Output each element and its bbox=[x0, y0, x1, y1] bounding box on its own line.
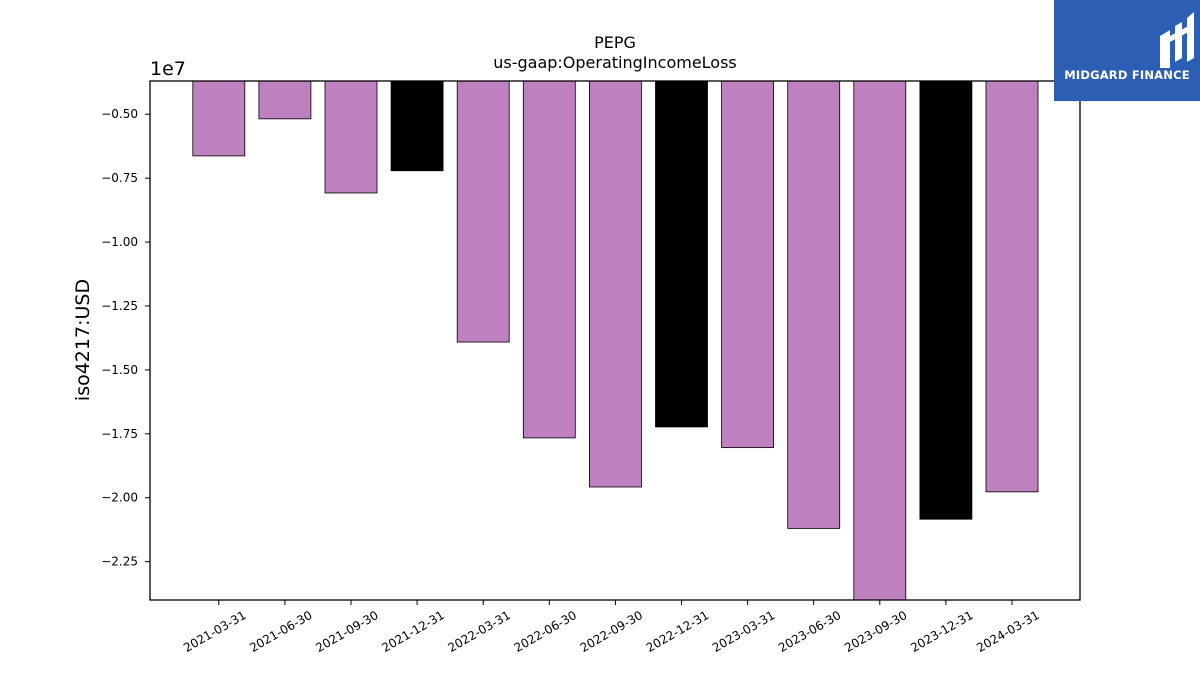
logo-mark-icon bbox=[1160, 12, 1194, 68]
bar-2023-12-31 bbox=[919, 80, 973, 520]
y-tick-label: −0.75 bbox=[101, 171, 138, 185]
chart-title: PEPG bbox=[594, 33, 636, 52]
y-tick-label: −2.00 bbox=[101, 491, 138, 505]
x-tick-label: 2021-12-31 bbox=[379, 608, 446, 655]
y-offset-label: 1e7 bbox=[150, 58, 186, 80]
bar-2021-06-30 bbox=[258, 80, 312, 120]
x-tick-label: 2023-12-31 bbox=[908, 608, 975, 655]
plot-frame bbox=[149, 80, 1081, 601]
bar-2023-09-30 bbox=[853, 80, 907, 601]
bar-2021-12-31 bbox=[390, 80, 444, 172]
bar-2021-03-31 bbox=[192, 80, 246, 157]
chart-subtitle: us-gaap:OperatingIncomeLoss bbox=[493, 53, 737, 72]
y-tick-label: −1.75 bbox=[101, 427, 138, 441]
x-tick-label: 2023-03-31 bbox=[710, 608, 777, 655]
y-tick-label: −1.25 bbox=[101, 299, 138, 313]
x-tick-label: 2021-09-30 bbox=[313, 608, 380, 655]
x-tick-label: 2023-09-30 bbox=[842, 608, 909, 655]
bar-2022-03-31 bbox=[456, 80, 510, 343]
bar-2024-03-31 bbox=[985, 80, 1039, 493]
bar-2022-09-30 bbox=[589, 80, 642, 488]
x-tick-label: 2023-06-30 bbox=[776, 608, 843, 655]
bar-2022-06-30 bbox=[522, 80, 576, 439]
x-tick-label: 2021-06-30 bbox=[247, 608, 314, 655]
bar-2023-06-30 bbox=[787, 80, 841, 529]
logo-text: MIDGARD FINANCE bbox=[1064, 68, 1190, 82]
y-tick-label: −2.25 bbox=[101, 555, 138, 569]
y-tick-label: −1.00 bbox=[101, 235, 138, 249]
y-axis-label: iso4217:USD bbox=[72, 279, 94, 401]
bar-2022-12-31 bbox=[655, 80, 708, 428]
x-tick-label: 2021-03-31 bbox=[181, 608, 248, 655]
x-tick-label: 2022-09-30 bbox=[578, 608, 645, 655]
brand-logo: MIDGARD FINANCE bbox=[1054, 0, 1200, 101]
x-tick-label: 2022-06-30 bbox=[512, 608, 579, 655]
y-tick-label: −0.50 bbox=[101, 107, 138, 121]
x-tick-label: 2022-03-31 bbox=[445, 608, 512, 655]
x-tick-label: 2022-12-31 bbox=[644, 608, 711, 655]
x-tick-label: 2024-03-31 bbox=[974, 608, 1041, 655]
bar-2021-09-30 bbox=[324, 80, 378, 194]
y-tick-label: −1.50 bbox=[101, 363, 138, 377]
bar-2023-03-31 bbox=[721, 80, 774, 449]
